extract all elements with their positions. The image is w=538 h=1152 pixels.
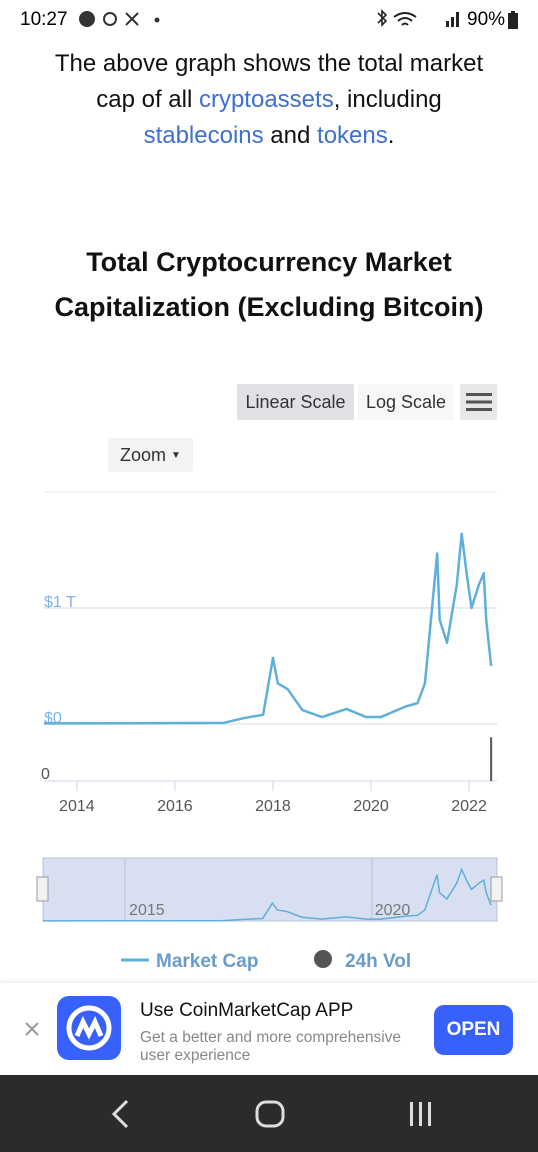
navigator-tick-label: 2020	[375, 902, 411, 919]
market-cap-line	[43, 532, 493, 725]
linear-scale-button[interactable]: Linear Scale	[237, 384, 354, 420]
clock: 10:27	[20, 9, 68, 30]
navigator-window	[42, 857, 498, 922]
home-button[interactable]	[255, 1100, 285, 1128]
zoom-button[interactable]: Zoom ▼	[108, 438, 193, 472]
navigator-handle[interactable]	[36, 876, 49, 902]
ad-title: Use CoinMarketCap APP	[140, 1000, 354, 1021]
log-scale-button[interactable]: Log Scale	[358, 384, 454, 420]
battery-icon	[508, 11, 518, 29]
menu-icon	[465, 393, 492, 411]
navigator-handle[interactable]	[490, 876, 503, 902]
recents-button[interactable]	[410, 1102, 431, 1126]
legend-dot	[314, 950, 332, 968]
navigator-line	[42, 867, 492, 922]
link[interactable]: cryptoassets	[198, 86, 334, 113]
x-tick-label: 2020	[353, 798, 389, 815]
caret: ▼	[171, 449, 181, 461]
vol-tick-label: 0	[41, 766, 50, 783]
status-icons	[79, 11, 160, 27]
x-tick-label: 2014	[59, 798, 95, 815]
open-button[interactable]: OPEN	[434, 1005, 513, 1055]
legend-label: Market Cap	[156, 951, 258, 972]
volume-bar	[490, 737, 493, 781]
menu-button[interactable]	[460, 384, 497, 420]
status-bar: 10:27 90%	[0, 0, 538, 37]
back-button[interactable]	[111, 1099, 129, 1129]
link[interactable]: stablecoins	[143, 122, 264, 149]
y-tick-label: $1 T	[44, 594, 76, 611]
nav-icons	[111, 1099, 431, 1129]
text: The above graph shows the total market c…	[54, 50, 484, 113]
intro-text: The above graph shows the total market c…	[44, 46, 494, 154]
x-tick-label: 2016	[157, 798, 193, 815]
battery: 90%	[467, 9, 506, 30]
zoom-label: Zoom	[120, 444, 167, 465]
navigator-tick-label: 2015	[129, 902, 165, 919]
text: .	[387, 122, 395, 149]
x-tick-label: 2018	[255, 798, 291, 815]
signal-icons	[377, 9, 459, 27]
x-tick-label: 2022	[451, 798, 487, 815]
close-icon[interactable]	[24, 1021, 40, 1037]
chart-title: Total Cryptocurrency Market Capitalizati…	[54, 247, 484, 322]
ad-text: Get a better and more comprehensive user…	[140, 1029, 402, 1064]
nav-bar	[0, 1075, 538, 1152]
app-icon	[57, 996, 121, 1060]
ad-banner: Use CoinMarketCap APP Get a better and m…	[0, 983, 538, 1075]
legend-label: 24h Vol	[345, 951, 411, 972]
text: , including	[333, 86, 442, 113]
link[interactable]: tokens	[317, 122, 388, 149]
text: and	[263, 122, 318, 149]
